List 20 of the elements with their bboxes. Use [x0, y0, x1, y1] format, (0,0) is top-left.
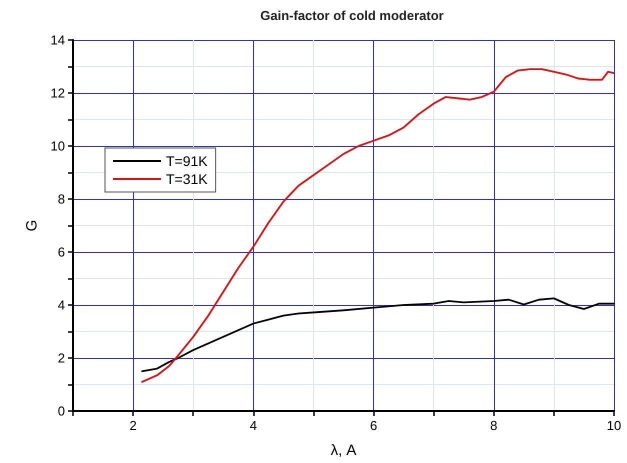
x-tick-label: 8	[490, 418, 498, 433]
y-tick-label: 12	[50, 86, 65, 100]
y-tick-label: 2	[58, 350, 65, 366]
y-tick-label: 6	[58, 244, 65, 260]
y-tick-label: 0	[58, 404, 65, 418]
legend-label: T=31K	[166, 171, 208, 187]
line-series	[141, 297, 615, 372]
chart-title: Gain-factor of cold moderator	[260, 8, 444, 23]
y-axis-title: G	[24, 220, 41, 232]
line-series	[141, 68, 615, 383]
x-tick-label: 10	[606, 418, 622, 433]
x-axis-title: λ, A	[330, 442, 356, 459]
legend-label: T=91K	[166, 153, 208, 169]
y-tick-label: 10	[50, 138, 65, 154]
x-tick-label: 6	[370, 418, 378, 433]
y-tick-label: 14	[50, 32, 65, 48]
y-tick-label: 8	[58, 192, 65, 206]
x-tick-label: 4	[250, 418, 257, 433]
x-tick-label: 2	[129, 418, 137, 433]
y-tick-label: 4	[58, 298, 65, 312]
